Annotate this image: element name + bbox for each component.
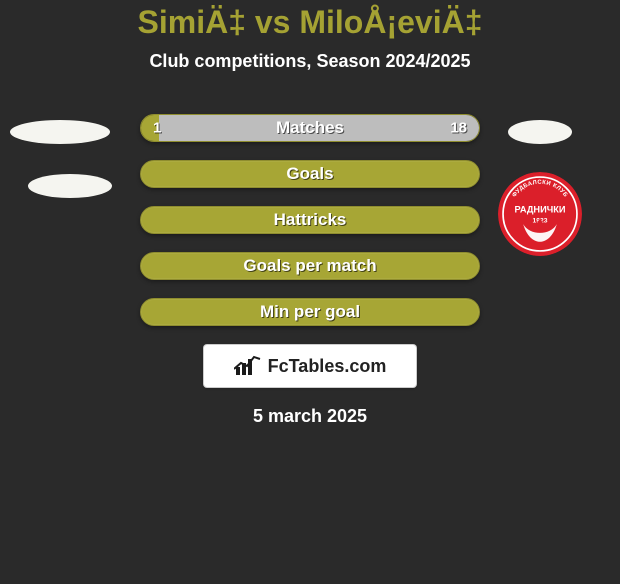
watermark-text: FcTables.com xyxy=(268,356,387,377)
left-player-shape-1 xyxy=(10,120,110,144)
bar-value-right: 18 xyxy=(450,120,467,137)
stat-bar: 1 18 Matches xyxy=(140,114,480,142)
bar-label: Min per goal xyxy=(260,302,360,322)
right-club-crest: ФУДБАЛСКИ КЛУБ РАДНИЧКИ 1923 xyxy=(498,172,582,256)
stat-bar: Goals per match xyxy=(140,252,480,280)
chart-icon xyxy=(234,355,262,377)
stat-bar: Min per goal xyxy=(140,298,480,326)
left-player-shape-2 xyxy=(28,174,112,198)
bar-label: Matches xyxy=(276,118,344,138)
bar-label: Hattricks xyxy=(274,210,347,230)
bar-value-left: 1 xyxy=(153,120,161,137)
footer-date: 5 march 2025 xyxy=(0,406,620,427)
watermark: FcTables.com xyxy=(203,344,417,388)
page-subtitle: Club competitions, Season 2024/2025 xyxy=(0,51,620,72)
comparison-chart: ФУДБАЛСКИ КЛУБ РАДНИЧКИ 1923 1 18 Matches G… xyxy=(0,114,620,427)
stat-bar: Hattricks xyxy=(140,206,480,234)
bar-label: Goals per match xyxy=(243,256,376,276)
right-player-shape xyxy=(508,120,572,144)
crest-mid-text: РАДНИЧКИ xyxy=(514,204,565,214)
stat-bar: Goals xyxy=(140,160,480,188)
bar-label: Goals xyxy=(286,164,333,184)
page-title: SimiÄ‡ vs MiloÅ¡eviÄ‡ xyxy=(0,4,620,41)
